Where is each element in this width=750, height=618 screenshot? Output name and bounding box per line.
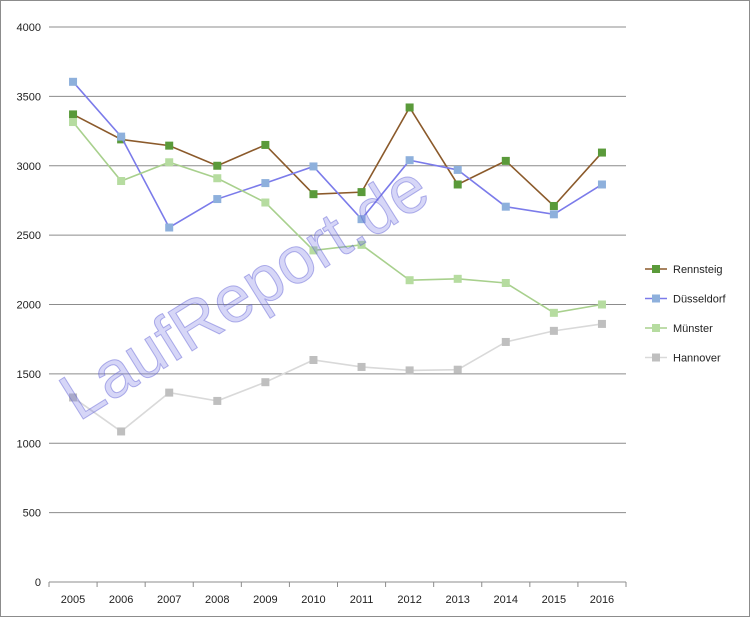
x-tick-label: 2012: [397, 594, 421, 606]
legend-item: Hannover: [645, 353, 721, 365]
series-münster: [69, 118, 606, 317]
y-tick-label: 4000: [17, 22, 41, 34]
data-point: [117, 132, 126, 141]
data-point: [165, 158, 174, 167]
legend-item: Düsseldorf: [645, 294, 727, 306]
series-line: [72, 323, 603, 433]
data-point: [549, 308, 558, 317]
data-point: [501, 278, 510, 287]
data-point: [261, 179, 270, 188]
data-point: [453, 274, 462, 283]
legend-label: Münster: [673, 323, 713, 335]
y-tick-label: 1000: [17, 438, 41, 450]
x-tick-label: 2009: [253, 594, 277, 606]
data-point: [117, 427, 126, 436]
data-point: [165, 388, 174, 397]
data-point: [405, 366, 414, 375]
data-point: [261, 198, 270, 207]
data-point: [405, 103, 414, 112]
data-point: [261, 140, 270, 149]
data-point: [501, 337, 510, 346]
data-point: [357, 188, 366, 197]
x-tick-label: 2007: [157, 594, 181, 606]
series-line: [72, 81, 603, 229]
x-tick-label: 2005: [61, 594, 85, 606]
series-hannover: [69, 319, 606, 436]
legend-label: Hannover: [673, 353, 721, 365]
series-line: [72, 121, 603, 314]
data-point: [549, 210, 558, 219]
data-point: [117, 177, 126, 186]
legend: Rennsteig Düsseldorf Münster Hannover: [645, 264, 727, 365]
data-point: [597, 319, 606, 328]
data-point: [501, 156, 510, 165]
data-point: [69, 118, 78, 127]
series-düsseldorf: [69, 77, 606, 232]
legend-label: Düsseldorf: [673, 294, 727, 306]
data-point: [309, 356, 318, 364]
data-point: [309, 246, 318, 255]
data-point: [501, 202, 510, 211]
data-point: [405, 156, 414, 165]
data-point: [165, 223, 174, 232]
data-point: [213, 161, 222, 170]
data-point: [597, 300, 606, 309]
data-point: [597, 180, 606, 189]
legend-label: Rennsteig: [673, 264, 723, 276]
axes: 0 500 1000 1500 2000 2500 3000 3500 4000 2005 2006…: [17, 22, 627, 606]
legend-item: Rennsteig: [645, 264, 723, 276]
legend-swatch-marker: [652, 353, 660, 362]
y-tick-label: 2500: [17, 230, 41, 242]
y-tick-label: 1500: [17, 369, 41, 381]
data-point: [69, 110, 78, 119]
legend-swatch-marker: [652, 294, 660, 303]
data-point: [453, 165, 462, 174]
data-point: [309, 162, 318, 171]
y-tick-label: 500: [23, 508, 41, 520]
data-point: [261, 378, 270, 387]
x-tick-label: 2011: [350, 594, 374, 606]
data-point: [69, 77, 78, 86]
data-point: [549, 326, 558, 335]
data-point: [597, 148, 606, 157]
series-group: [69, 77, 606, 436]
data-point: [453, 365, 462, 374]
data-point: [405, 276, 414, 285]
legend-swatch-marker: [652, 324, 660, 332]
y-tick-label: 2000: [17, 300, 41, 312]
data-point: [213, 396, 222, 405]
x-tick-label: 2010: [301, 594, 325, 606]
data-point: [165, 141, 174, 150]
data-point: [549, 201, 558, 210]
y-tick-label: 0: [35, 577, 41, 589]
data-point: [357, 240, 366, 249]
data-point: [357, 215, 366, 224]
x-tick-label: 2006: [109, 594, 133, 606]
data-point: [453, 180, 462, 189]
data-point: [69, 393, 78, 402]
data-point: [357, 362, 366, 371]
grid-lines: [49, 26, 626, 514]
y-tick-label: 3000: [17, 161, 41, 173]
x-tick-label: 2013: [445, 594, 469, 606]
x-tick-label: 2008: [205, 594, 229, 606]
data-point: [213, 195, 222, 204]
data-point: [309, 190, 318, 199]
legend-swatch-marker: [652, 265, 660, 273]
legend-item: Münster: [645, 323, 713, 335]
x-tick-label: 2014: [494, 594, 518, 606]
data-point: [213, 174, 222, 183]
x-tick-label: 2016: [590, 594, 614, 606]
y-tick-label: 3500: [17, 91, 41, 103]
x-tick-label: 2015: [542, 594, 566, 606]
